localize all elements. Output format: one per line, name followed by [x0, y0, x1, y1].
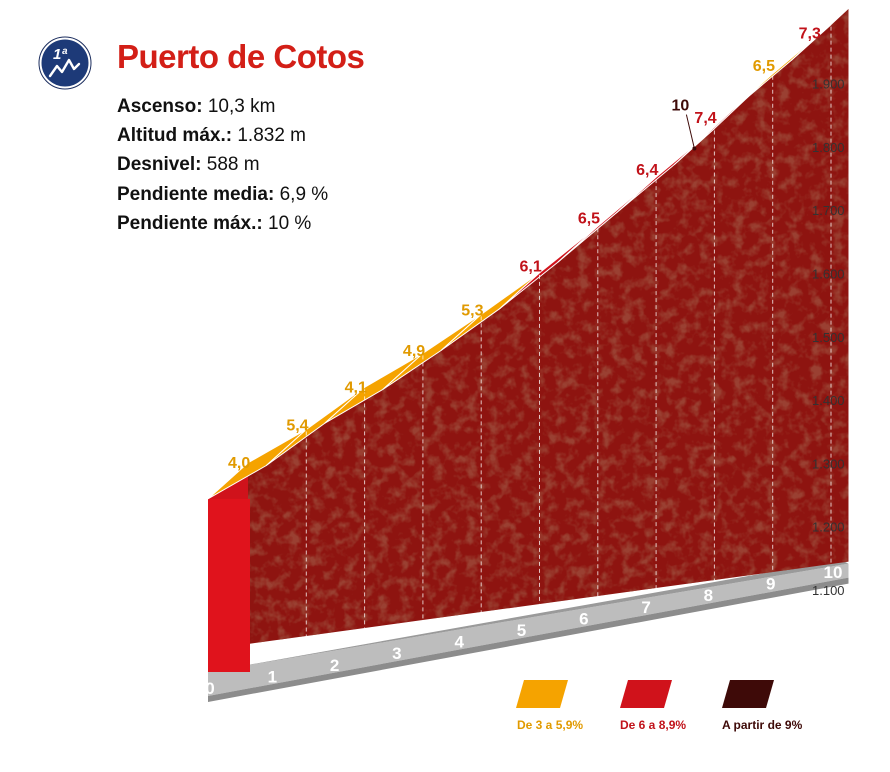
gradient-label: 5,4	[286, 417, 308, 434]
max-gradient-leader	[685, 114, 695, 149]
y-tick-label: 1.200	[812, 520, 845, 535]
x-tick-label: 8	[704, 586, 713, 605]
max-gradient-dot	[692, 146, 697, 151]
km-guides	[305, 26, 832, 636]
stat-pendiente-max: Pendiente máx.: 10 %	[117, 212, 312, 234]
y-tick-label: 1.100	[812, 583, 845, 598]
y-tick-label: 1.600	[812, 267, 845, 282]
base-slab-front	[208, 563, 849, 696]
segment-band	[790, 7, 849, 61]
legend-item-1: De 3 a 5,9%	[512, 680, 602, 740]
x-tick-label: 1	[268, 667, 277, 686]
profile-base	[208, 559, 849, 702]
stat-pendiente-media: Pendiente media: 6,9 %	[117, 183, 329, 205]
base-slab-shadow	[208, 577, 849, 702]
gradient-label: 6,1	[520, 259, 542, 276]
category-badge: 1ª	[38, 36, 92, 90]
gradient-label: 4,0	[228, 455, 250, 472]
page-title: Puerto de Cotos	[117, 38, 365, 75]
gradient-labels: 4,0 5,4 4,1 4,9 5,3 6,1 6,5 6,4 7,4 6,5 7,3 10	[228, 25, 821, 472]
x-tick-label: 0	[205, 679, 214, 698]
stat-altitud: Altitud máx.: 1.832 m	[117, 125, 306, 147]
altitude-axis: 1.100 1.200 1.300 1.400 1.500 1.600 1.700 1.800…	[812, 77, 845, 598]
profile-top-band	[207, 7, 849, 500]
terrain-back-texture	[248, 8, 849, 644]
stat-desnivel: Desnivel: 588 m	[117, 154, 260, 176]
x-tick-label: 3	[392, 644, 401, 663]
gradient-label: 7,3	[799, 25, 821, 42]
legend-swatch-2	[620, 680, 672, 708]
gradient-label: 5,3	[461, 303, 483, 320]
x-tick-label: 5	[517, 621, 526, 640]
legend-item-3: A partir de 9%	[718, 680, 818, 740]
x-tick-label: 6	[579, 609, 588, 628]
gradient-label: 6,5	[578, 211, 600, 228]
legend-label-1: De 3 a 5,9%	[517, 718, 584, 732]
base-slab-top	[208, 559, 849, 672]
y-tick-label: 1.800	[812, 140, 845, 155]
x-tick-label: 7	[641, 598, 650, 617]
stats-panel: Ascenso: 10,3 km Altitud máx.: 1.832 m D…	[117, 92, 328, 238]
legend-label-2: De 6 a 8,9%	[620, 718, 687, 732]
legend-label-3: A partir de 9%	[722, 718, 803, 732]
x-tick-label: 10	[824, 563, 843, 582]
legend-swatch-1	[516, 680, 568, 708]
legend-swatch-3	[722, 680, 774, 708]
category-badge-text: 1ª	[53, 46, 67, 63]
legend-item-2: De 6 a 8,9%	[616, 680, 706, 740]
y-tick-label: 1.500	[812, 330, 845, 345]
x-tick-label: 9	[766, 575, 775, 594]
gradient-label: 4,9	[403, 343, 425, 360]
max-gradient-label: 10	[672, 98, 690, 115]
y-tick-label: 1.900	[812, 77, 845, 92]
y-tick-label: 1.400	[812, 393, 845, 408]
km-axis: 0 1 2 3 4 5 6 7 8 9 10	[205, 563, 842, 698]
start-wall-face	[208, 498, 250, 672]
y-tick-label: 1.700	[812, 203, 845, 218]
gradient-label: 6,4	[636, 162, 658, 179]
gradient-label: 4,1	[345, 379, 367, 396]
x-tick-label: 2	[330, 656, 339, 675]
y-tick-label: 1.300	[812, 456, 845, 471]
gradient-label: 6,5	[753, 58, 775, 75]
mountain-icon	[48, 58, 81, 78]
gradient-label: 7,4	[694, 110, 716, 127]
x-tick-label: 4	[454, 633, 464, 652]
stat-ascenso: Ascenso: 10,3 km	[117, 96, 276, 117]
profile-front-face	[208, 8, 849, 672]
